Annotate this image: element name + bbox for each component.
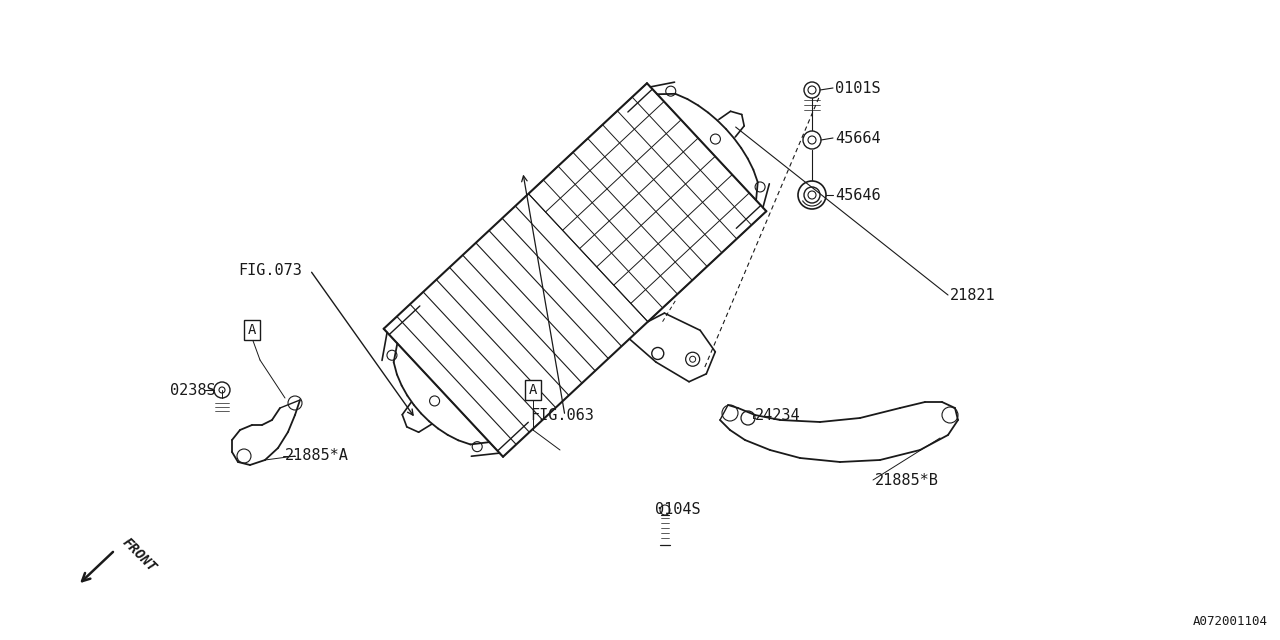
Text: FIG.073: FIG.073 — [238, 262, 302, 278]
Text: FRONT: FRONT — [120, 535, 160, 575]
Text: A: A — [529, 383, 538, 397]
Text: A072001104: A072001104 — [1193, 615, 1268, 628]
Text: 21885*A: 21885*A — [285, 447, 349, 463]
Text: 45664: 45664 — [835, 131, 881, 145]
Text: 24234: 24234 — [755, 408, 800, 422]
Text: FIG.063: FIG.063 — [530, 408, 594, 422]
Text: 21885*B: 21885*B — [876, 472, 938, 488]
Text: 0104S: 0104S — [655, 502, 700, 518]
Text: 0238S: 0238S — [170, 383, 215, 397]
Text: 0101S: 0101S — [835, 81, 881, 95]
Text: A: A — [248, 323, 256, 337]
Text: 21821: 21821 — [950, 287, 996, 303]
Text: 45646: 45646 — [835, 188, 881, 202]
